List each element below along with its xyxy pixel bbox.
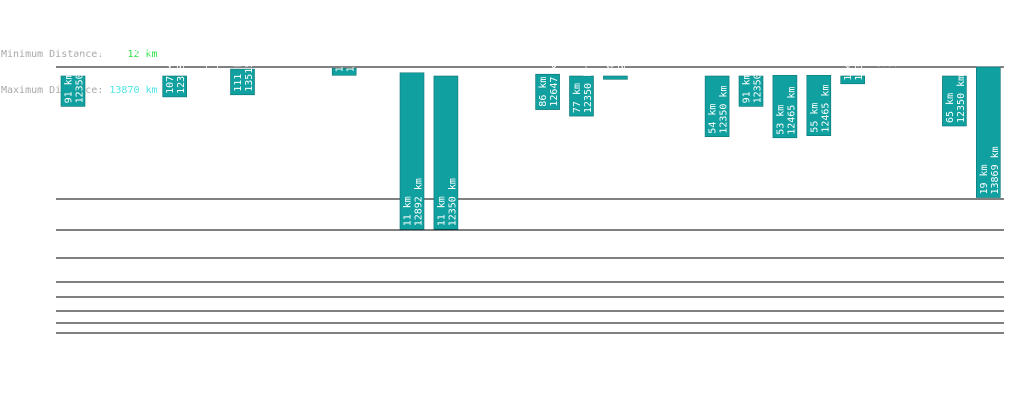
bar-bottom-label: 134 km bbox=[843, 45, 854, 81]
bar-top-label: 12350 km bbox=[481, 10, 492, 58]
bar bbox=[569, 75, 594, 117]
bar-bottom-label: 11 km bbox=[436, 196, 447, 226]
bar bbox=[840, 75, 866, 85]
bar-top-label: 12647 km bbox=[549, 59, 560, 107]
bar-top-label: 13869 km bbox=[990, 146, 1001, 194]
bar-top-label: 12350 km bbox=[142, 13, 153, 61]
bar-bottom-label: 107 km bbox=[165, 58, 176, 94]
bar-bottom-label: 167 km bbox=[877, 32, 888, 68]
bar-bottom-label: 177 km bbox=[267, 28, 278, 64]
bar bbox=[433, 75, 459, 230]
bar-bottom-label: 244 km bbox=[369, 10, 380, 46]
bar-bottom-label: 65 km bbox=[945, 93, 956, 123]
bar-top-label: 12350 km bbox=[75, 55, 86, 103]
bar-bottom-label: 145 km bbox=[606, 40, 617, 76]
bar-top-label: 12350 km bbox=[583, 65, 594, 113]
bar bbox=[331, 68, 357, 76]
bar-top-label: 12465 km bbox=[786, 87, 797, 135]
bar-bottom-label: 53 km bbox=[775, 105, 786, 135]
bar bbox=[535, 73, 560, 110]
bar-bottom-label: 111 km bbox=[233, 56, 244, 92]
bar-top-label: 12350 km bbox=[922, 0, 933, 23]
bar-top-label: 12350 km bbox=[753, 55, 764, 103]
bar bbox=[162, 75, 187, 98]
bar bbox=[704, 75, 730, 138]
bar-top-label: 12350 km bbox=[651, 0, 662, 13]
max-distance-value: 13870 km bbox=[109, 85, 158, 96]
bar-top-label: 12350 km bbox=[617, 28, 628, 76]
bar-bottom-label: 251 km bbox=[504, 8, 515, 44]
bar-bottom-label: 431 km bbox=[640, 0, 651, 13]
bar-top-label: 12892 km bbox=[414, 178, 425, 226]
bar-top-label: 12350 km bbox=[685, 14, 696, 62]
gridlines bbox=[56, 66, 1004, 334]
bar-top-label: 12350 km bbox=[956, 75, 967, 123]
bar bbox=[942, 75, 967, 127]
bar-top-label: 12350 km bbox=[108, 9, 119, 57]
bar-bottom-label: 186 km bbox=[674, 26, 685, 62]
bar-top-label: 12350 km bbox=[854, 33, 865, 81]
bar-bottom-label: 209 km bbox=[301, 19, 312, 55]
bar bbox=[230, 68, 255, 96]
bar-bottom-label: 55 km bbox=[809, 103, 820, 133]
bar-top-label: 13515 km bbox=[244, 44, 255, 92]
bar-top-label: 12378 km bbox=[278, 16, 289, 64]
bar-bottom-label: 187 km bbox=[131, 25, 142, 61]
bar-top-label: 12892 km bbox=[380, 0, 391, 46]
bar bbox=[60, 75, 86, 107]
min-distance-value: 12 km bbox=[127, 49, 158, 60]
bar-bottom-label: 91 km bbox=[64, 73, 75, 103]
bar-top-label: 12350 km bbox=[719, 86, 730, 134]
bar-bottom-label: 86 km bbox=[538, 77, 549, 107]
bar-bottom-label: 77 km bbox=[572, 83, 583, 113]
bar bbox=[975, 66, 1001, 198]
bar-top-label: 12350 km bbox=[447, 178, 458, 226]
min-distance-row: Minimum Distance: 12 km bbox=[1, 49, 158, 61]
bar-bottom-label: 91 km bbox=[742, 73, 753, 103]
bar-top-label: 12465 km bbox=[820, 85, 831, 133]
bar-bottom-label: 202 km bbox=[97, 21, 108, 57]
bar-top-label: 12630 km bbox=[312, 7, 323, 55]
bar-bottom-label: 155 km bbox=[335, 36, 346, 72]
bar-top-label: 13644 km bbox=[346, 24, 357, 72]
bar-top-label: 12350 km bbox=[176, 46, 187, 94]
bar bbox=[603, 75, 628, 80]
bar bbox=[806, 75, 832, 137]
bar-bottom-label: 157 km bbox=[199, 35, 210, 71]
min-distance-label: Minimum Distance: bbox=[1, 49, 104, 60]
bars-layer bbox=[60, 66, 1001, 230]
bar bbox=[772, 75, 798, 139]
bar-top-label: 12350 km bbox=[515, 0, 526, 44]
bar-bottom-label: 54 km bbox=[708, 104, 719, 134]
bar-top-label: 12350 km bbox=[210, 23, 221, 71]
bar bbox=[399, 72, 425, 230]
bar bbox=[738, 75, 764, 107]
bar-top-label: 12350 km bbox=[888, 20, 899, 68]
bar-bottom-label: 11 km bbox=[403, 196, 414, 226]
bar-bottom-label: 19 km bbox=[979, 164, 990, 194]
bar-bottom-label: 362 km bbox=[911, 0, 922, 23]
bar-bottom-label: 197 km bbox=[470, 22, 481, 58]
